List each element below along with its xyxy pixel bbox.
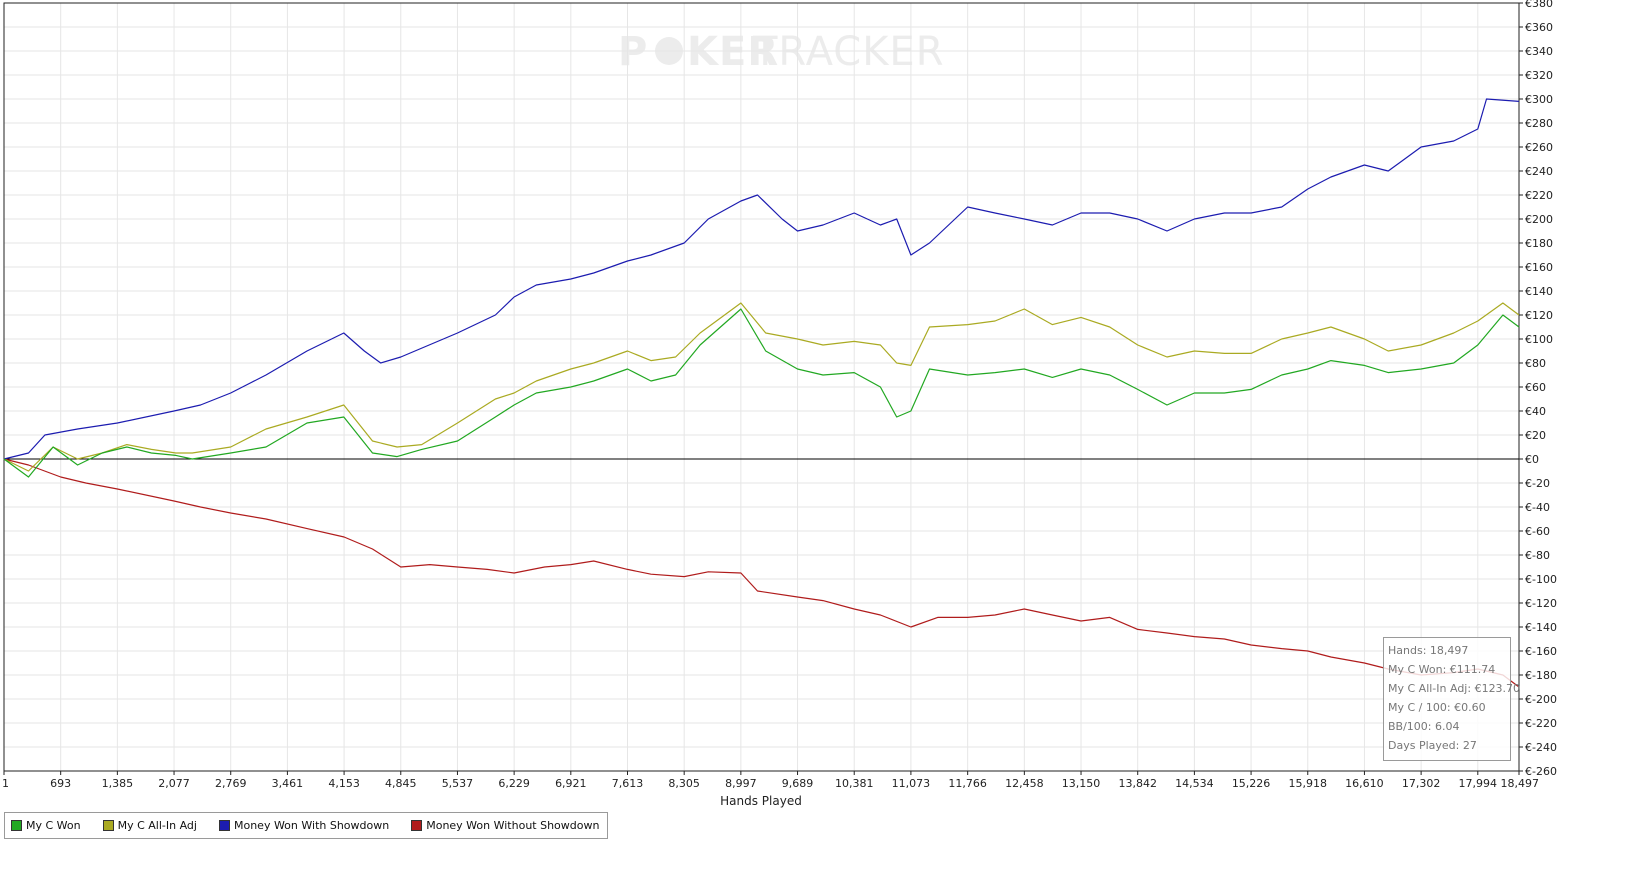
y-tick-label: €-200 [1525, 693, 1557, 706]
grid [3, 2, 1520, 772]
pokertracker-watermark: P KER TRACKER [618, 29, 945, 75]
legend-label-without-showdown: Money Won Without Showdown [426, 819, 600, 832]
y-tick-label: €40 [1525, 405, 1546, 418]
y-tick-label: €-60 [1525, 525, 1550, 538]
y-tick-label: €280 [1525, 117, 1553, 130]
series-line-my-c-won [3, 308, 1520, 478]
watermark-text-a: P [618, 29, 648, 75]
y-tick-label: €120 [1525, 309, 1553, 322]
series-layer [3, 98, 1520, 688]
legend-label-with-showdown: Money Won With Showdown [233, 819, 390, 832]
x-tick-label: 2,769 [215, 777, 247, 790]
x-axis-title: Hands Played [720, 794, 802, 808]
x-tick-label: 2,077 [158, 777, 190, 790]
y-tick-label: €20 [1525, 429, 1546, 442]
y-tick-label: €-100 [1525, 573, 1557, 586]
x-tick-label: 11,073 [892, 777, 931, 790]
x-tick-label: 3,461 [272, 777, 304, 790]
x-tick-label: 17,994 [1459, 777, 1498, 790]
y-tick-label: €300 [1525, 93, 1553, 106]
x-tick-label: 8,305 [668, 777, 700, 790]
y-tick-label: €0 [1525, 453, 1539, 466]
legend-swatch-all-in-adj [102, 820, 114, 831]
x-tick-label: 13,842 [1118, 777, 1157, 790]
y-tick-label: €260 [1525, 141, 1553, 154]
y-tick-label: €320 [1525, 69, 1553, 82]
y-tick-label: €-180 [1525, 669, 1557, 682]
y-tick-label: €-140 [1525, 621, 1557, 634]
x-tick-label: 9,689 [782, 777, 814, 790]
x-tick-label: 17,302 [1402, 777, 1441, 790]
y-tick-label: €60 [1525, 381, 1546, 394]
legend-item-with-showdown[interactable]: Money Won With Showdown [218, 819, 390, 832]
y-tick-label: €160 [1525, 261, 1553, 274]
x-tick-label: 18,497 [1501, 777, 1540, 790]
x-tick-label: 693 [50, 777, 71, 790]
y-tick-label: €-120 [1525, 597, 1557, 610]
y-tick-label: €-80 [1525, 549, 1550, 562]
legend-item-all-in-adj[interactable]: My C All-In Adj [102, 819, 197, 832]
x-tick-label: 6,921 [555, 777, 587, 790]
x-tick-label: 15,226 [1232, 777, 1271, 790]
x-tick-label: 12,458 [1005, 777, 1044, 790]
series-line-money-won-with-showdown [3, 98, 1520, 460]
y-tick-label: €340 [1525, 45, 1553, 58]
x-tick-label: 5,537 [442, 777, 474, 790]
y-tick-label: €80 [1525, 357, 1546, 370]
hover-tooltip: Hands: 18,497 My C Won: €111.74 My C All… [1383, 637, 1521, 761]
x-tick-label: 15,918 [1289, 777, 1328, 790]
tooltip-bb-100: BB/100: 6.04 [1388, 720, 1460, 733]
x-tick-label: 13,150 [1062, 777, 1101, 790]
x-tick-label: 11,766 [948, 777, 987, 790]
legend-swatch-my-c-won [11, 820, 22, 831]
legend-item-my-c-won[interactable]: My C Won [11, 819, 81, 832]
y-tick-label: €220 [1525, 189, 1553, 202]
y-tick-label: €-260 [1525, 765, 1557, 778]
series-line-my-c-all-in-adj [3, 302, 1520, 472]
y-tick-label: €-20 [1525, 477, 1550, 490]
y-tick-label: €360 [1525, 21, 1553, 34]
y-tick-label: €140 [1525, 285, 1553, 298]
y-tick-label: €-160 [1525, 645, 1557, 658]
x-axis-ticks: 1 693 1,385 2,077 2,769 3,461 4,153 4,845 5,537 6… [2, 771, 1539, 790]
x-tick-label: 10,381 [835, 777, 874, 790]
x-tick-label: 16,610 [1345, 777, 1384, 790]
legend: My C Won My C All-In Adj Money Won With … [4, 812, 609, 839]
y-tick-label: €240 [1525, 165, 1553, 178]
legend-label-all-in-adj: My C All-In Adj [117, 819, 197, 832]
y-tick-label: €-220 [1525, 717, 1557, 730]
tooltip-days-played: Days Played: 27 [1388, 739, 1477, 752]
x-tick-label: 1 [2, 777, 9, 790]
y-tick-label: €-40 [1525, 501, 1550, 514]
y-axis-ticks: €380 €360 €340 €320 €300 €280 €260 €240 €220 €200… [1519, 0, 1557, 778]
tooltip-my-c-won: My C Won: €111.74 [1388, 663, 1496, 676]
y-tick-label: €180 [1525, 237, 1553, 250]
series-line-money-won-without-showdown [3, 458, 1520, 688]
y-tick-label: €200 [1525, 213, 1553, 226]
x-tick-label: 14,534 [1175, 777, 1214, 790]
tooltip-per-100: My C / 100: €0.60 [1388, 701, 1486, 714]
x-tick-label: 1,385 [102, 777, 134, 790]
watermark-text-b: KER [687, 29, 779, 75]
tooltip-hands: Hands: 18,497 [1388, 644, 1469, 657]
x-tick-label: 4,845 [385, 777, 417, 790]
x-tick-label: 8,997 [725, 777, 757, 790]
y-tick-label: €380 [1525, 0, 1553, 10]
legend-swatch-with-showdown [218, 820, 230, 831]
x-tick-label: 7,613 [612, 777, 644, 790]
tooltip-all-in-adj: My C All-In Adj: €123.70 [1388, 682, 1521, 695]
y-tick-label: €-240 [1525, 741, 1557, 754]
legend-item-without-showdown[interactable]: Money Won Without Showdown [411, 819, 599, 832]
watermark-text-c: TRACKER [752, 29, 945, 75]
x-tick-label: 6,229 [498, 777, 530, 790]
y-tick-label: €100 [1525, 333, 1553, 346]
legend-label-my-c-won: My C Won [26, 819, 81, 832]
x-tick-label: 4,153 [328, 777, 360, 790]
legend-swatch-without-showdown [411, 820, 423, 831]
